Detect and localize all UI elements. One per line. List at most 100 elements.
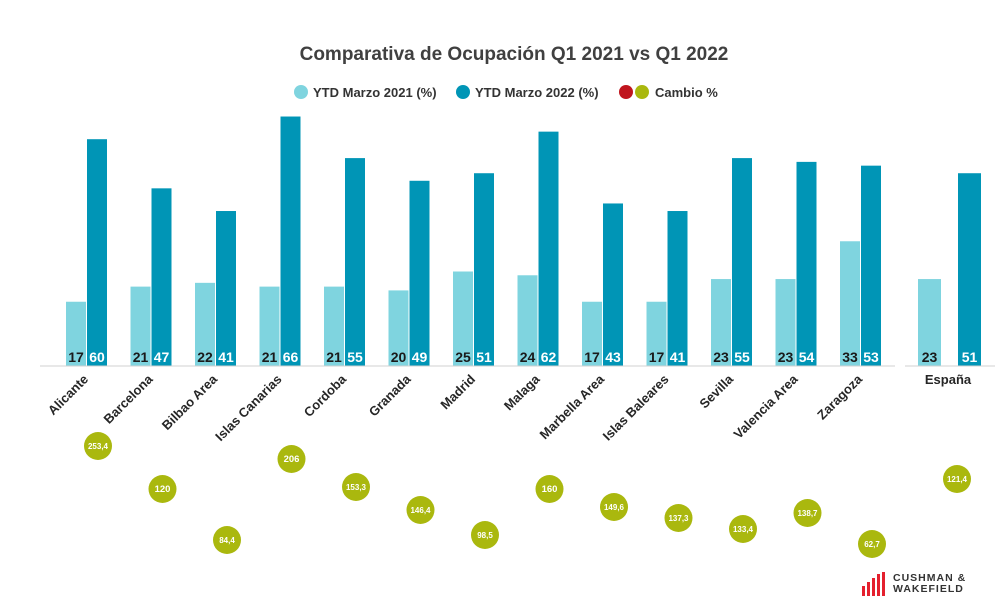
cat-3-bar-2022 [280, 116, 301, 367]
cat-0-bar-2021 [66, 301, 86, 366]
legend-label-2022: YTD Marzo 2022 (%) [475, 85, 599, 100]
cambio-bubble-5 [406, 496, 435, 524]
cambio-value-5: 146,4 [410, 506, 431, 515]
cat-11-value-2021: 23 [778, 349, 794, 365]
cat-12-value-2022: 53 [863, 349, 879, 365]
cambio-bubble-8 [600, 493, 628, 521]
cat-1-bar-2021 [130, 286, 151, 366]
category-label-6: Madrid [437, 371, 478, 412]
cat-7-value-2022: 62 [541, 349, 557, 365]
cat-12-bar-2022 [861, 165, 881, 366]
cambio-value-7: 160 [542, 484, 558, 495]
legend-swatch-2022 [456, 85, 470, 99]
cat-11-value-2022: 54 [799, 349, 815, 365]
cat-2-value-2021: 22 [197, 349, 213, 365]
cat-8-value-2021: 17 [584, 349, 600, 365]
cat-7-bar-2022 [538, 131, 559, 366]
cat-9-bar-2022 [667, 211, 688, 366]
cat-10-value-2022: 55 [734, 349, 750, 365]
cambio-value-6: 98,5 [477, 531, 493, 540]
category-label-2: Bilbao Area [159, 371, 221, 433]
cat-9-bar-2021 [646, 301, 667, 366]
category-label-4: Cordoba [301, 371, 350, 420]
cat-3-value-2022: 66 [283, 349, 299, 365]
cat-3-value-2021: 21 [262, 349, 278, 365]
category-label-5: Granada [366, 371, 414, 419]
cambio-value-11: 138,7 [797, 509, 818, 518]
cambio-bubble-0 [84, 432, 112, 460]
cambio-bubble-1 [148, 475, 177, 503]
espana-label: España [925, 372, 972, 387]
cat-3-bar-2021 [259, 286, 280, 366]
legend-swatch-cambio [635, 85, 649, 99]
cambio-value-12: 62,7 [864, 540, 880, 549]
cambio-value-1: 120 [155, 484, 171, 495]
cambio-value-10: 133,4 [733, 525, 754, 534]
cat-6-value-2021: 25 [455, 349, 471, 365]
cat-4-bar-2022 [345, 158, 365, 366]
cambio-bubble-3 [277, 445, 306, 473]
chart-legend: YTD Marzo 2021 (%) YTD Marzo 2022 (%) Ca… [294, 85, 718, 100]
category-label-12: Zaragoza [814, 371, 866, 423]
cambio-bubble-12 [858, 530, 886, 558]
category-label-11: Valencia Area [731, 371, 802, 442]
cat-9-value-2022: 41 [670, 349, 686, 365]
bars-layer: 17 60 21 47 22 41 21 66 21 55 20 49 25 51 24 62 17 43 17 41… [66, 116, 981, 367]
espana-cambio-value: 121,4 [947, 475, 968, 484]
cambio-bubble-9 [664, 504, 693, 532]
cambio-value-0: 253,4 [88, 442, 109, 451]
cambio-bubble-6 [471, 521, 499, 549]
espana-value-2022: 51 [962, 349, 978, 365]
cat-2-bar-2022 [216, 211, 236, 366]
category-label-10: Sevilla [696, 371, 736, 411]
cat-5-bar-2021 [388, 290, 409, 366]
cat-7-value-2021: 24 [520, 349, 536, 365]
cambio-value-2: 84,4 [219, 536, 235, 545]
cambio-value-9: 137,3 [668, 514, 689, 523]
cat-12-value-2021: 33 [842, 349, 858, 365]
legend-swatch-cambio-negative [619, 85, 633, 99]
cat-4-value-2022: 55 [347, 349, 363, 365]
cat-4-value-2021: 21 [326, 349, 342, 365]
cat-2-bar-2021 [195, 282, 215, 366]
legend-swatch-2021 [294, 85, 308, 99]
cambio-value-8: 149,6 [604, 503, 625, 512]
cat-6-bar-2022 [474, 173, 494, 366]
cambio-bubble-7 [535, 475, 564, 503]
cat-5-bar-2022 [409, 180, 430, 366]
category-label-9: Islas Baleares [600, 372, 672, 444]
cat-11-bar-2022 [796, 161, 817, 366]
category-label-8: Marbella Area [537, 371, 608, 442]
cambio-bubble-10 [729, 515, 757, 543]
cat-4-bar-2021 [324, 286, 344, 366]
espana-bar-2022 [958, 173, 981, 366]
cushman-wakefield-logo: CUSHMAN & WAKEFIELD [862, 572, 966, 596]
category-label-7: Malaga [501, 371, 543, 413]
legend-label-cambio: Cambio % [655, 85, 718, 100]
logo-mark-icon [862, 572, 887, 596]
cat-10-bar-2022 [732, 158, 752, 366]
category-label-3: Islas Canarias [212, 372, 284, 444]
cat-8-bar-2021 [582, 301, 602, 366]
cambio-value-4: 153,3 [346, 483, 367, 492]
chart-title: Comparativa de Ocupación Q1 2021 vs Q1 2… [300, 44, 729, 65]
cat-7-bar-2021 [517, 275, 538, 366]
cat-2-value-2022: 41 [218, 349, 234, 365]
cat-8-bar-2022 [603, 203, 623, 366]
logo-line-1: CUSHMAN & [893, 572, 967, 584]
cat-5-value-2021: 20 [391, 349, 407, 365]
cat-1-value-2022: 47 [154, 349, 170, 365]
cambio-bubble-2 [213, 526, 241, 554]
cambio-bubble-11 [793, 499, 822, 527]
logo-line-2: WAKEFIELD [893, 583, 964, 595]
espana-bar-2021 [918, 279, 941, 366]
espana-cambio-bubble [943, 465, 971, 493]
cat-0-value-2022: 60 [89, 349, 105, 365]
cat-6-bar-2021 [453, 271, 473, 366]
cat-1-value-2021: 21 [133, 349, 149, 365]
cambio-bubble-4 [342, 473, 370, 501]
cat-9-value-2021: 17 [649, 349, 665, 365]
cat-10-value-2021: 23 [713, 349, 729, 365]
